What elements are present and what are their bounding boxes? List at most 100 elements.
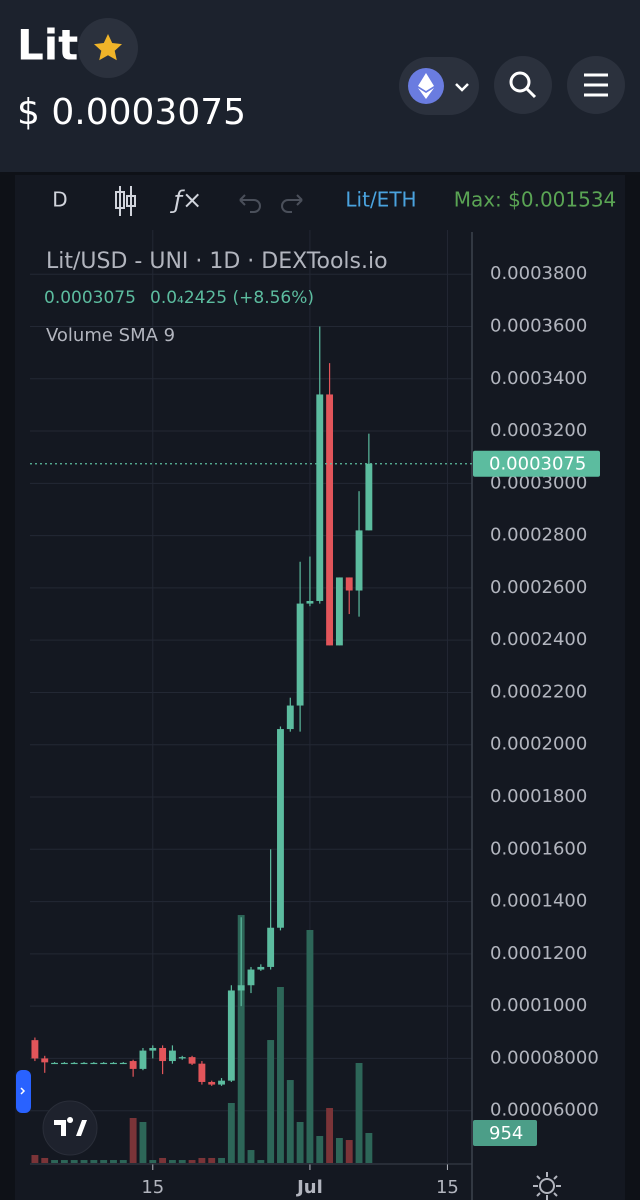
y-tick-label: 0.0002400 bbox=[490, 629, 587, 650]
candle-body bbox=[70, 1062, 78, 1065]
volume-bar bbox=[237, 915, 245, 1163]
volume-bar bbox=[70, 1160, 78, 1163]
candle-body bbox=[237, 985, 245, 991]
volume-bar bbox=[60, 1160, 68, 1163]
y-tick-label: 0.00006000 bbox=[490, 1100, 599, 1121]
candle-body bbox=[257, 966, 265, 970]
volume-bar bbox=[80, 1160, 88, 1163]
candle-body bbox=[208, 1081, 216, 1085]
x-tick-label: Jul bbox=[295, 1177, 323, 1198]
candle-body bbox=[110, 1062, 117, 1065]
candle-body bbox=[227, 990, 235, 1081]
network-selector[interactable] bbox=[399, 57, 479, 115]
volume-bar bbox=[198, 1157, 206, 1163]
candle-body bbox=[159, 1047, 167, 1062]
volume-bar bbox=[365, 1133, 373, 1163]
y-tick-label: 0.0001200 bbox=[490, 943, 587, 964]
y-tick-label: 0.00008000 bbox=[490, 1047, 599, 1068]
interval-button[interactable]: D bbox=[52, 188, 67, 212]
favorite-button[interactable] bbox=[78, 18, 138, 78]
legend-close: 0.0003075 bbox=[44, 288, 136, 308]
candle-body bbox=[80, 1062, 88, 1065]
y-tick-label: 0.0003600 bbox=[490, 315, 587, 336]
candle-body bbox=[286, 705, 294, 730]
settings-button[interactable] bbox=[533, 1172, 561, 1200]
candle-body bbox=[198, 1063, 206, 1082]
volume-bar bbox=[326, 1108, 334, 1163]
y-tick-label: 0.0001600 bbox=[490, 838, 587, 859]
volume-bar bbox=[41, 1157, 49, 1163]
candle-body bbox=[277, 729, 284, 928]
max-price: Max: $0.001534 bbox=[454, 188, 617, 212]
volume-bar bbox=[316, 1135, 324, 1163]
candle-body bbox=[345, 577, 353, 591]
candle-body bbox=[149, 1047, 157, 1051]
undo-button[interactable] bbox=[239, 194, 261, 213]
y-tick-label: 0.0001400 bbox=[490, 891, 587, 912]
candle-body bbox=[365, 463, 373, 531]
pair-button[interactable]: Lit/ETH bbox=[345, 188, 416, 212]
candle-body bbox=[326, 394, 334, 646]
candle-body bbox=[129, 1061, 137, 1069]
y-tick-label: 0.0002200 bbox=[490, 681, 587, 702]
candle-body bbox=[139, 1050, 147, 1069]
volume-bar bbox=[100, 1160, 108, 1163]
candle-body bbox=[188, 1057, 196, 1064]
candle-body bbox=[168, 1050, 176, 1062]
volume-badge-label: 954 bbox=[489, 1123, 523, 1144]
volume-bar bbox=[51, 1160, 58, 1163]
y-tick-label: 0.0003200 bbox=[490, 420, 587, 441]
chart-type-button[interactable] bbox=[115, 186, 136, 216]
price-badge-label: 0.0003075 bbox=[489, 454, 586, 475]
volume-bar bbox=[227, 1103, 235, 1163]
volume-bar bbox=[208, 1157, 216, 1163]
candle-body bbox=[267, 927, 275, 967]
volume-bar bbox=[119, 1160, 127, 1163]
y-tick-label: 0.0002600 bbox=[490, 577, 587, 598]
volume-bar bbox=[31, 1155, 39, 1163]
volume-badge bbox=[473, 1120, 537, 1146]
volume-bar bbox=[90, 1160, 98, 1163]
candle-body bbox=[100, 1062, 108, 1065]
volume-bar bbox=[277, 987, 284, 1163]
y-tick-label: 0.0003000 bbox=[490, 472, 587, 493]
price-badge bbox=[473, 450, 600, 477]
x-tick-label: 15 bbox=[141, 1177, 164, 1198]
legend-change: 0.0₄2425 (+8.56%) bbox=[150, 288, 314, 308]
volume-bar bbox=[149, 1160, 157, 1163]
indicators-button[interactable]: ƒ× bbox=[170, 186, 203, 214]
token-title: Lit bbox=[17, 21, 78, 70]
redo-button[interactable] bbox=[281, 194, 303, 213]
candle-body bbox=[51, 1062, 58, 1065]
volume-bar bbox=[257, 1160, 265, 1163]
candle-body bbox=[90, 1062, 98, 1065]
candle-body bbox=[335, 577, 343, 646]
y-tick-label: 0.0003400 bbox=[490, 368, 587, 389]
candle-body bbox=[178, 1057, 186, 1059]
volume-bar bbox=[178, 1160, 186, 1163]
search-button[interactable] bbox=[494, 56, 552, 114]
candle-body bbox=[218, 1080, 225, 1085]
volume-bar bbox=[335, 1138, 343, 1163]
candle-body bbox=[316, 394, 324, 601]
volume-bar bbox=[267, 1040, 275, 1163]
y-tick-label: 0.0002000 bbox=[490, 734, 587, 755]
side-tab-arrow bbox=[20, 1087, 26, 1095]
x-tick-label: 15 bbox=[436, 1177, 459, 1198]
candle-body bbox=[31, 1040, 39, 1059]
volume-bar bbox=[139, 1121, 147, 1163]
volume-bar bbox=[306, 929, 314, 1163]
y-tick-label: 0.0001800 bbox=[490, 786, 587, 807]
volume-bar bbox=[129, 1118, 137, 1163]
y-tick-label: 0.0003800 bbox=[490, 263, 587, 284]
volume-bar bbox=[159, 1157, 167, 1163]
legend-title: Lit/USD - UNI · 1D · DEXTools.io bbox=[46, 249, 388, 274]
volume-bar bbox=[345, 1140, 353, 1163]
volume-bar bbox=[296, 1121, 304, 1163]
candle-body bbox=[247, 969, 255, 986]
menu-button[interactable] bbox=[567, 56, 625, 114]
plot: 0.0003800 0.0003600 0.0003400 0.0003200 0.00… bbox=[30, 230, 600, 1200]
tradingview-logo[interactable] bbox=[42, 1100, 98, 1156]
